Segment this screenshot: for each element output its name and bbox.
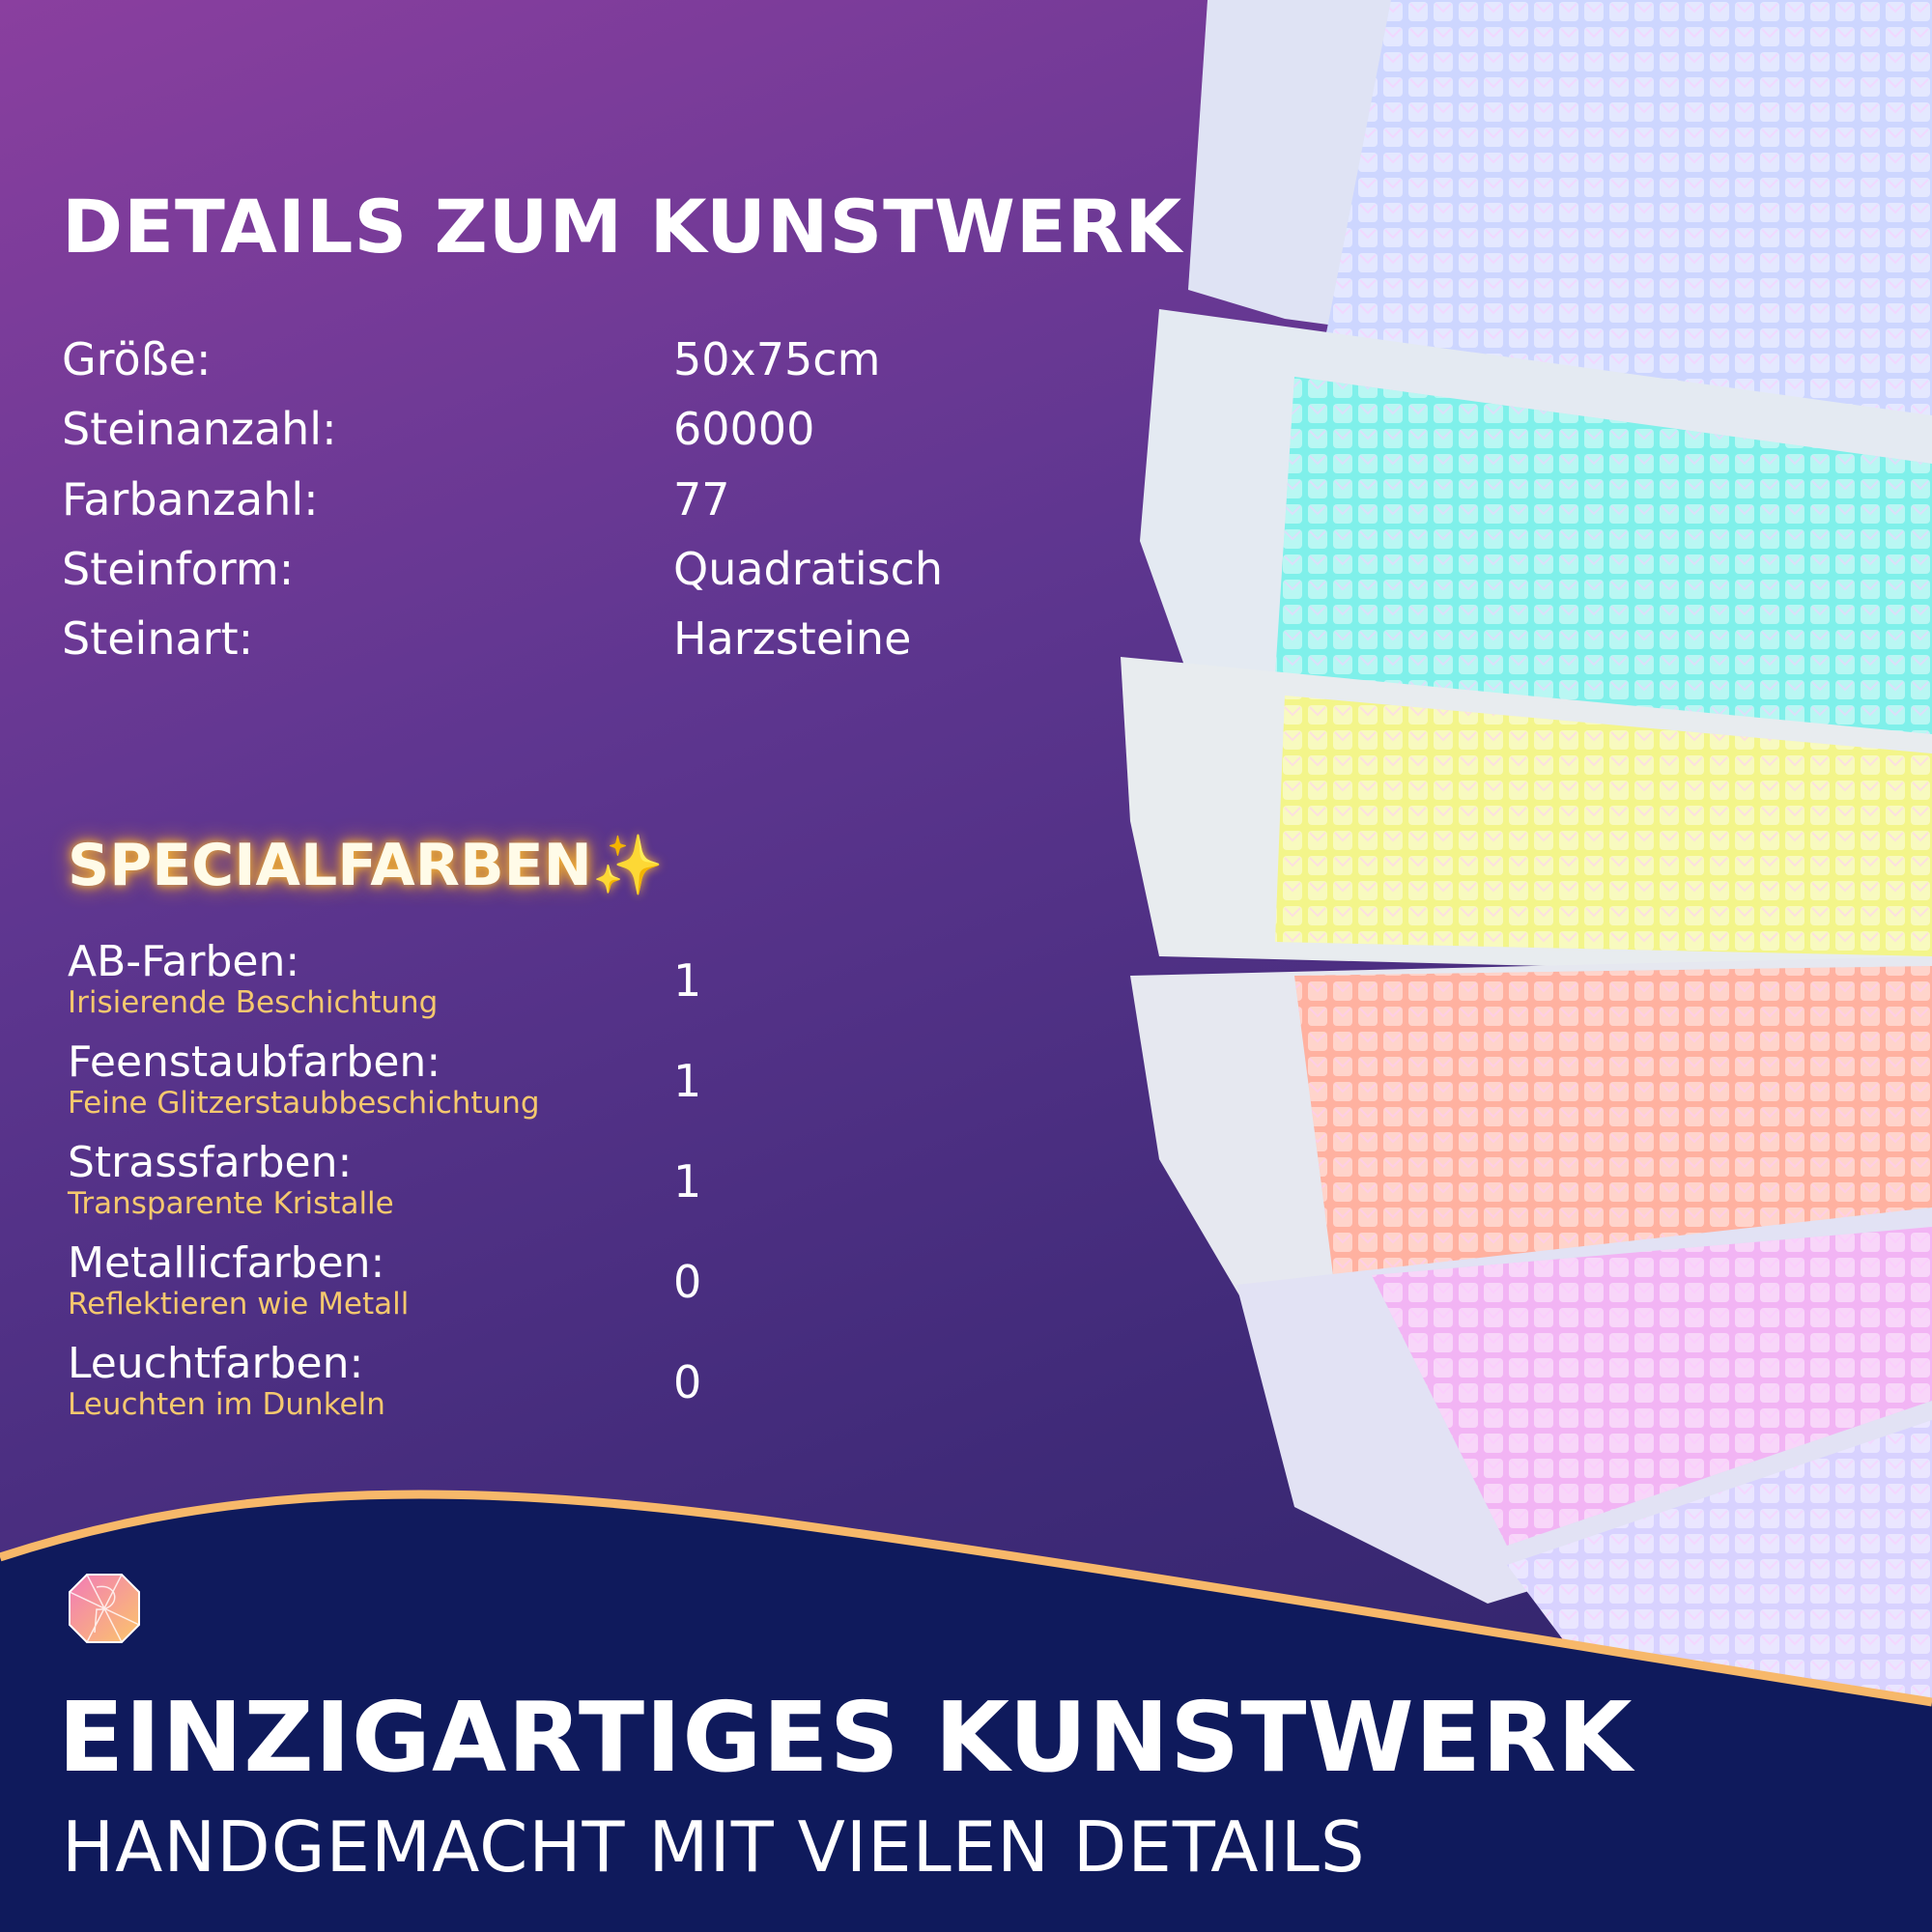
special-label: Metallicfarben: xyxy=(68,1238,385,1288)
special-description: Leuchten im Dunkeln xyxy=(68,1387,385,1422)
special-row-ab: AB-Farben: Irisierende Beschichtung 1 xyxy=(68,937,701,1021)
special-label: Leuchtfarben: xyxy=(68,1339,364,1388)
bag-cyan xyxy=(1140,309,1932,744)
special-value: 1 xyxy=(673,1155,702,1208)
detail-value: 77 xyxy=(673,473,730,526)
special-description: Irisierende Beschichtung xyxy=(68,985,439,1020)
special-value: 1 xyxy=(673,954,702,1007)
special-label: Feenstaubfarben: xyxy=(68,1037,441,1087)
detail-label: Steinform: xyxy=(62,543,295,595)
special-label: Strassfarben: xyxy=(68,1138,353,1187)
sparkles-icon: ✨ xyxy=(591,832,665,899)
detail-row-stone-type: Steinart: Harzsteine xyxy=(62,612,911,665)
detail-row-stone-count: Steinanzahl: 60000 xyxy=(62,403,814,455)
detail-value: 50x75cm xyxy=(673,333,881,385)
special-row-fairy-dust: Feenstaubfarben: Feine Glitzerstaubbesch… xyxy=(68,1037,701,1122)
detail-label: Farbanzahl: xyxy=(62,473,319,526)
special-title-text: SPECIALFARBEN xyxy=(68,832,592,899)
details-title: DETAILS ZUM KUNSTWERK xyxy=(62,184,1183,270)
detail-label: Größe: xyxy=(62,333,212,385)
special-value: 0 xyxy=(673,1256,702,1308)
special-description: Feine Glitzerstaubbeschichtung xyxy=(68,1086,540,1121)
bag-lavender xyxy=(1188,0,1932,464)
special-row-rhinestone: Strassfarben: Transparente Kristalle 1 xyxy=(68,1138,701,1222)
detail-value: 60000 xyxy=(673,403,815,455)
bag-yellow xyxy=(1121,657,1932,976)
special-colors-title: SPECIALFARBEN✨ xyxy=(68,831,665,899)
brand-logo-icon xyxy=(69,1574,140,1643)
special-row-glow: Leuchtfarben: Leuchten im Dunkeln 0 xyxy=(68,1339,701,1423)
detail-row-color-count: Farbanzahl: 77 xyxy=(62,473,730,526)
footer-headline: EINZIGARTIGES KUNSTWERK xyxy=(58,1681,1634,1794)
special-label: AB-Farben: xyxy=(68,937,300,986)
detail-value: Harzsteine xyxy=(673,612,912,665)
special-value: 0 xyxy=(673,1356,702,1408)
detail-row-stone-shape: Steinform: Quadratisch xyxy=(62,543,943,595)
special-description: Reflektieren wie Metall xyxy=(68,1287,410,1321)
footer-subline: HANDGEMACHT MIT VIELEN DETAILS xyxy=(62,1806,1366,1888)
special-description: Transparente Kristalle xyxy=(68,1186,394,1221)
detail-row-size: Größe: 50x75cm xyxy=(62,333,880,385)
detail-value: Quadratisch xyxy=(673,543,944,595)
bag-lilac xyxy=(1507,1420,1932,1719)
special-row-metallic: Metallicfarben: Reflektieren wie Metall … xyxy=(68,1238,701,1322)
special-value: 1 xyxy=(673,1055,702,1107)
detail-label: Steinanzahl: xyxy=(62,403,337,455)
detail-label: Steinart: xyxy=(62,612,254,665)
